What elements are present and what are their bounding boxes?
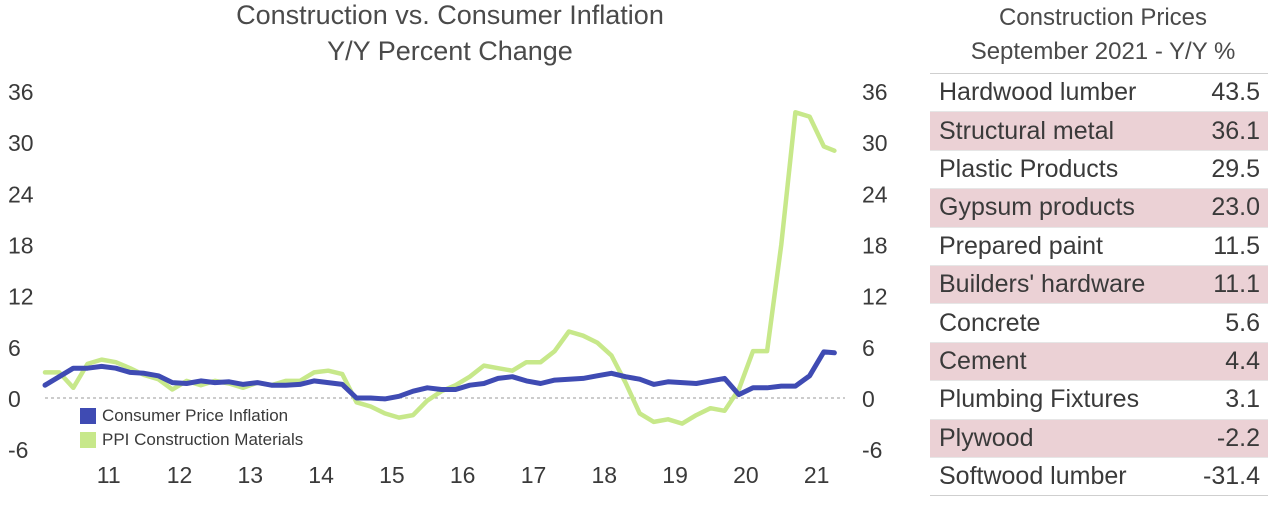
y-tick-left: 18	[8, 233, 34, 259]
x-tick-label: 21	[804, 462, 830, 488]
y-tick-right: 18	[862, 233, 888, 259]
legend-label-ppi: PPI Construction Materials	[102, 430, 304, 449]
table-row: Structural metal 36.1	[930, 112, 1268, 151]
row-label: Builders' hardware	[939, 270, 1146, 299]
series-line-cpi	[42, 349, 837, 402]
x-tick-label: 14	[308, 462, 334, 488]
row-value: 5.6	[1225, 308, 1260, 337]
y-tick-left: 36	[8, 79, 34, 105]
y-tick-left: -6	[8, 437, 28, 463]
table-row: Concrete 5.6	[930, 304, 1268, 343]
table-row: Plastic Products 29.5	[930, 151, 1268, 190]
y-tick-right: 30	[862, 130, 888, 156]
x-tick-label: 19	[662, 462, 688, 488]
y-tick-right: 12	[862, 284, 888, 310]
row-value: 11.5	[1213, 231, 1260, 260]
table-row: Builders' hardware 11.1	[930, 265, 1268, 305]
chart-title: Construction vs. Consumer Inflation	[236, 0, 664, 30]
x-tick-label: 20	[733, 462, 759, 488]
table-row: Plywood -2.2	[930, 419, 1268, 458]
y-tick-right: -6	[862, 437, 882, 463]
row-value: 3.1	[1225, 385, 1260, 414]
row-value: 29.5	[1211, 154, 1260, 183]
line-chart: 36 36 30 30 24 24 18 18 12 12 6 6 0 0 -6 -6 11 12 13 14 15 16…	[8, 79, 888, 488]
row-label: Concrete	[939, 308, 1041, 337]
table-row: Prepared paint 11.5	[930, 228, 1268, 266]
table-row: Gypsum products 23.0	[930, 189, 1268, 228]
legend-swatch-cpi	[80, 408, 96, 424]
row-value: 11.1	[1213, 270, 1260, 299]
row-label: Plumbing Fixtures	[939, 385, 1140, 414]
row-label: Structural metal	[939, 116, 1115, 145]
row-value: -31.4	[1203, 462, 1260, 491]
row-label: Plywood	[939, 423, 1034, 452]
row-value: 36.1	[1211, 116, 1260, 145]
y-tick-right: 6	[862, 335, 875, 361]
row-label: Hardwood lumber	[939, 78, 1137, 107]
x-tick-label: 17	[521, 462, 547, 488]
row-label: Prepared paint	[939, 231, 1104, 260]
row-label: Gypsum products	[939, 193, 1135, 222]
x-tick-label: 11	[97, 462, 121, 488]
y-tick-right: 36	[862, 79, 888, 105]
y-tick-left: 12	[8, 284, 34, 310]
table-subtitle: September 2021 - Y/Y %	[970, 38, 1236, 65]
x-tick-label: 13	[238, 462, 264, 488]
construction-prices-table: Hardwood lumber 43.5 Structural metal 36.1 P…	[930, 73, 1268, 497]
y-tick-left: 30	[8, 130, 34, 156]
x-tick-label: 18	[591, 462, 617, 488]
chart-subtitle: Y/Y Percent Change	[327, 36, 573, 66]
legend-item-cpi: Consumer Price Inflation	[80, 404, 303, 428]
row-label: Plastic Products	[939, 154, 1119, 183]
row-value: 4.4	[1225, 346, 1260, 375]
row-label: Softwood lumber	[939, 462, 1127, 491]
y-tick-right: 0	[862, 386, 875, 412]
table-row: Plumbing Fixtures 3.1	[930, 381, 1268, 420]
row-label: Cement	[939, 346, 1027, 375]
y-tick-left: 6	[8, 335, 21, 361]
construction-prices-panel: Construction Prices September 2021 - Y/Y…	[930, 0, 1276, 507]
chart-legend: Consumer Price Inflation PPI Constructio…	[80, 404, 303, 452]
x-tick-label: 15	[379, 462, 405, 488]
row-value: 23.0	[1211, 193, 1260, 222]
table-row: Cement 4.4	[930, 342, 1268, 382]
legend-item-ppi: PPI Construction Materials	[80, 428, 303, 452]
y-tick-right: 24	[862, 181, 888, 207]
legend-swatch-ppi	[80, 432, 96, 448]
table-row: Softwood lumber -31.4	[930, 458, 1268, 497]
row-value: 43.5	[1211, 78, 1260, 107]
y-tick-left: 0	[8, 386, 21, 412]
x-tick-label: 12	[167, 462, 193, 488]
row-value: -2.2	[1216, 423, 1260, 452]
y-tick-left: 24	[8, 181, 34, 207]
table-row: Hardwood lumber 43.5	[930, 74, 1268, 113]
x-tick-label: 16	[450, 462, 476, 488]
table-title: Construction Prices	[998, 4, 1208, 31]
legend-label-cpi: Consumer Price Inflation	[102, 406, 289, 425]
